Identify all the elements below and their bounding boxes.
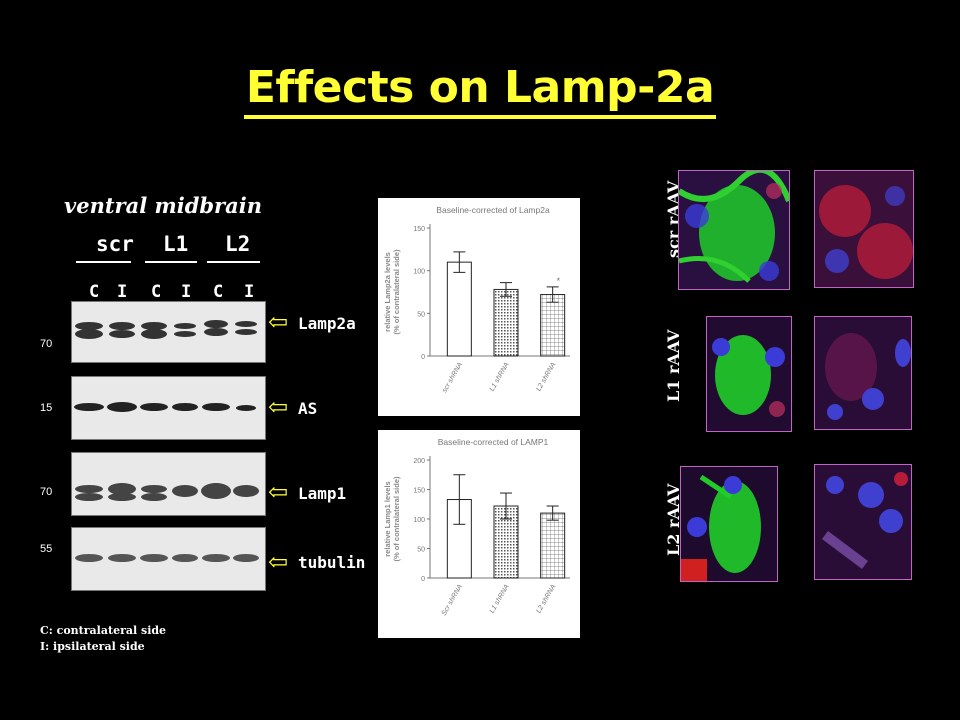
slide-title: Effects on Lamp-2a	[0, 62, 960, 119]
micrograph	[681, 467, 777, 581]
y-tick-label: 100	[413, 269, 425, 276]
category-label: L2 shRNA	[535, 361, 557, 392]
blot-as	[71, 376, 266, 440]
category-label: L1 shRNA	[489, 361, 511, 392]
arrow-icon: ⇦	[268, 392, 289, 421]
micrograph	[815, 317, 911, 429]
mw-marker: 55	[40, 543, 53, 555]
lane-label: I	[244, 282, 255, 302]
micro-l1-lamp2a	[814, 316, 912, 430]
category-label: L2 shRNA	[535, 583, 557, 614]
y-tick-label: 150	[413, 226, 425, 233]
arrow-icon: ⇦	[268, 477, 289, 506]
y-tick-label: 0	[421, 576, 425, 583]
band-label-tubulin: tubulin	[298, 553, 366, 572]
band-label-as: AS	[298, 399, 318, 418]
y-tick-label: 50	[417, 311, 425, 318]
y-axis-label: (% of contralateral side)	[392, 476, 401, 562]
bar	[540, 512, 566, 579]
y-tick-label: 100	[413, 517, 425, 524]
lane-label: C	[213, 282, 224, 302]
blot-bands	[74, 402, 256, 412]
legend-ipsilateral: I: ipsilateral side	[40, 640, 145, 653]
category-label: L1 shRNA	[489, 583, 511, 614]
group-label-l2: L2	[225, 232, 251, 256]
chart-svg: Baseline-corrected of LAMP1 relative Lamp…	[383, 437, 570, 617]
micrograph	[707, 317, 791, 431]
significance-marker: *	[557, 276, 561, 286]
arrow-icon: ⇦	[268, 307, 289, 336]
band-label-lamp2a: Lamp2a	[298, 314, 356, 333]
micrograph	[679, 171, 789, 289]
y-axis-label: (% of contralateral side)	[392, 249, 401, 335]
micro-scr-merge	[678, 170, 790, 290]
chart-lamp1: Baseline-corrected of LAMP1 relative Lamp…	[378, 430, 580, 638]
y-tick-label: 200	[413, 458, 425, 465]
group-underline-l2	[207, 261, 260, 263]
chart-svg: Baseline-corrected of Lamp2a relative Lam…	[383, 205, 570, 394]
y-axis-label: relative Lamp1 levels	[383, 481, 392, 556]
micrograph	[815, 171, 913, 287]
micro-scr-lamp2a	[814, 170, 914, 288]
y-tick-label: 50	[417, 547, 425, 554]
legend-contralateral: C: contralateral side	[40, 624, 167, 637]
blot-bands	[75, 320, 257, 339]
bar	[446, 261, 472, 357]
chart-lamp2a: Baseline-corrected of Lamp2a relative Lam…	[378, 198, 580, 416]
mw-marker: 70	[40, 338, 53, 350]
arrow-icon: ⇦	[268, 547, 289, 576]
y-axis-label: relative Lamp2a levels	[383, 252, 392, 332]
group-underline-scr	[76, 261, 131, 263]
chart-title: Baseline-corrected of LAMP1	[438, 437, 549, 447]
blot-lamp1	[71, 452, 266, 516]
micro-l2-lamp2a	[814, 464, 912, 580]
lane-label: C	[89, 282, 100, 302]
row-label-l1: L1 rAAV	[664, 329, 683, 402]
blot-bands	[75, 483, 259, 501]
blot-lamp2a	[71, 301, 266, 363]
y-tick-label: 150	[413, 488, 425, 495]
band-label-lamp1: Lamp1	[298, 484, 347, 503]
region-label: ventral midbrain	[64, 193, 262, 218]
mw-marker: 15	[40, 402, 53, 414]
lane-label: I	[117, 282, 128, 302]
micro-l2-merge	[680, 466, 778, 582]
blot-tubulin	[71, 527, 266, 591]
chart-title: Baseline-corrected of Lamp2a	[436, 205, 550, 215]
bar	[540, 294, 566, 357]
bar	[493, 288, 519, 357]
micro-l1-merge	[706, 316, 792, 432]
category-label: Scr shRNA	[441, 583, 465, 617]
lane-label: C	[151, 282, 162, 302]
y-tick-label: 0	[421, 354, 425, 361]
group-underline-l1	[145, 261, 197, 263]
mw-marker: 70	[40, 486, 53, 498]
blot-bands	[75, 554, 259, 562]
lane-label: I	[181, 282, 192, 302]
group-label-l1: L1	[163, 232, 189, 256]
micrograph	[815, 465, 911, 579]
category-label: scr shRNA	[441, 361, 464, 394]
group-label-scr: scr	[96, 232, 134, 256]
